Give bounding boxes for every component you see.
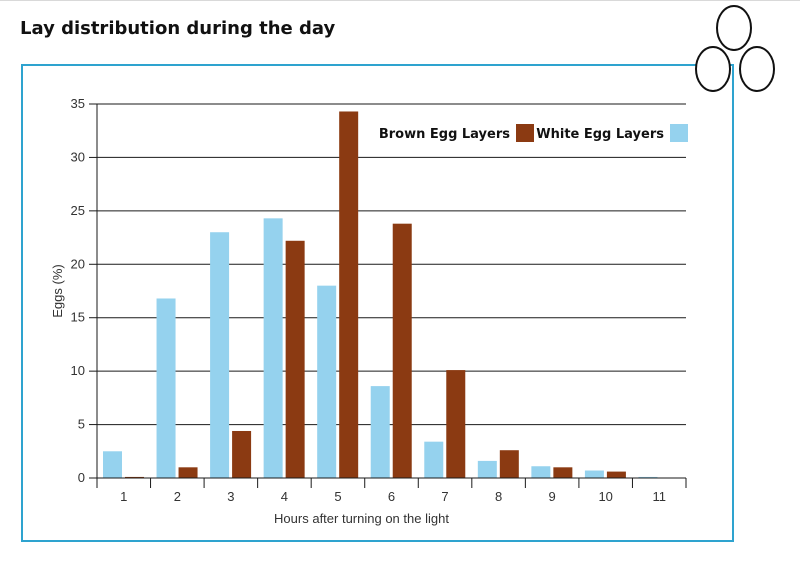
bar-white-egg-layers <box>317 285 337 478</box>
y-tick-label: 15 <box>71 310 85 325</box>
bar-brown-egg-layers <box>392 223 412 478</box>
page-title: Lay distribution during the day <box>20 18 336 39</box>
x-tick-label: 7 <box>441 489 448 504</box>
x-tick-label: 9 <box>549 489 556 504</box>
x-tick-label: 10 <box>598 489 612 504</box>
x-tick-label: 8 <box>495 489 502 504</box>
y-tick-label: 0 <box>78 470 85 485</box>
y-axis-title: Eggs (%) <box>50 264 65 317</box>
legend: Brown Egg Layers White Egg Layers <box>379 124 688 142</box>
y-tick-label: 35 <box>71 96 85 111</box>
bar-white-egg-layers <box>103 451 122 478</box>
x-tick-label: 5 <box>334 489 341 504</box>
y-tick-label: 10 <box>71 363 85 378</box>
y-tick-label: 5 <box>78 417 85 432</box>
y-tick-label: 30 <box>71 149 85 164</box>
legend-label: Brown Egg Layers <box>379 127 510 142</box>
bar-brown-egg-layers <box>178 467 198 478</box>
x-tick-label: 4 <box>281 489 288 504</box>
bar-white-egg-layers <box>370 386 390 478</box>
bar-brown-egg-layers <box>285 240 305 478</box>
bar-white-egg-layers <box>531 466 551 478</box>
egg-cluster-icon <box>695 5 775 92</box>
bar-white-egg-layers <box>477 460 497 478</box>
bar-white-egg-layers <box>156 298 176 478</box>
bar-brown-egg-layers <box>499 450 519 478</box>
x-tick-label: 3 <box>227 489 234 504</box>
legend-swatch <box>670 124 688 142</box>
x-tick-label: 2 <box>174 489 181 504</box>
x-axis-title: Hours after turning on the light <box>274 511 449 526</box>
bar-brown-egg-layers <box>606 471 626 478</box>
bars <box>103 111 658 478</box>
top-rule <box>0 0 800 1</box>
bar-white-egg-layers <box>424 441 444 478</box>
bar-brown-egg-layers <box>339 111 359 478</box>
bar-white-egg-layers <box>638 476 658 478</box>
grid-lines <box>97 103 686 426</box>
bar-brown-egg-layers <box>232 430 252 478</box>
bar-brown-egg-layers <box>125 476 144 478</box>
x-tick-label: 11 <box>652 489 666 504</box>
bar-white-egg-layers <box>263 218 283 478</box>
axes: 0 5 10 15 20 25 30 35 1 2 3 4 5 6 7 8 9 10 11 <box>71 96 687 504</box>
x-tick-label: 6 <box>388 489 395 504</box>
legend-swatch <box>516 124 534 142</box>
bar-white-egg-layers <box>210 232 230 478</box>
chart-frame <box>21 64 734 542</box>
y-tick-label: 20 <box>71 256 85 271</box>
bar-brown-egg-layers <box>553 467 573 478</box>
bar-brown-egg-layers <box>446 370 466 478</box>
y-tick-label: 25 <box>71 203 85 218</box>
x-tick-label: 1 <box>120 489 127 504</box>
bar-white-egg-layers <box>584 470 604 478</box>
legend-label: White Egg Layers <box>536 127 664 142</box>
